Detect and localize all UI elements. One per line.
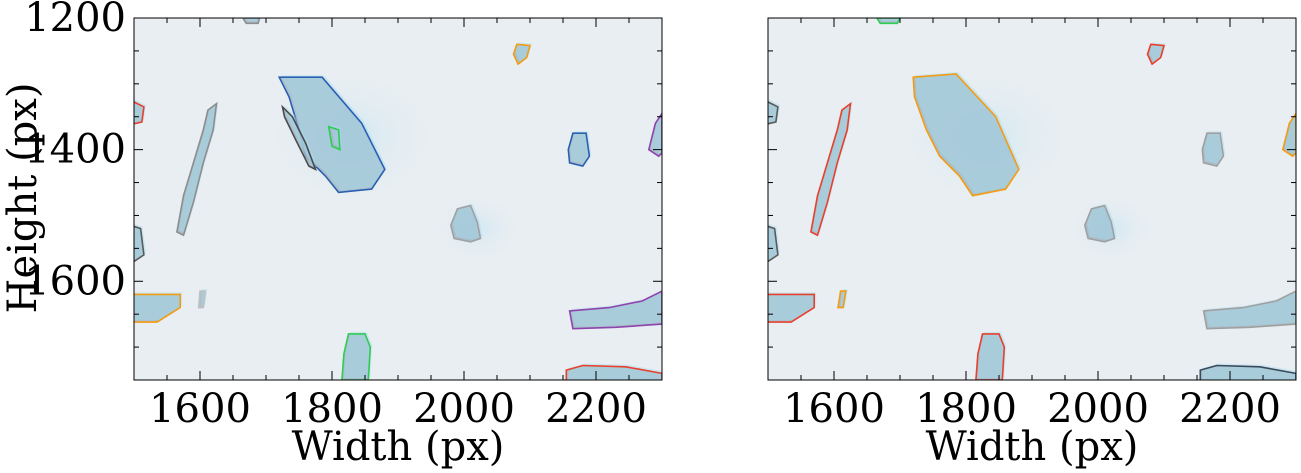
- particle-highlight: [768, 292, 817, 321]
- particle-highlight: [1202, 363, 1296, 380]
- particle-outline: [768, 293, 816, 323]
- panel-left: 1600 1800 2000 2200 1200 1400 1600: [24, 0, 663, 432]
- particle-outline: [512, 43, 532, 66]
- particle-body: [913, 73, 1019, 196]
- particle-outline: [241, 18, 261, 25]
- particle-outline: [1199, 364, 1296, 380]
- x-tick-label: 1600: [149, 386, 251, 432]
- particle-body: [768, 101, 778, 124]
- particle-outline: [1083, 204, 1116, 243]
- particle-body: [341, 333, 371, 380]
- particle-body: [513, 44, 530, 65]
- particle-highlight: [452, 203, 483, 240]
- particle-outline: [449, 204, 482, 243]
- x-tick-label: 1800: [281, 386, 383, 432]
- particle-outline: [568, 290, 662, 330]
- particle-body: [975, 333, 1005, 380]
- particle-outline: [1202, 290, 1296, 330]
- particle-body: [1203, 291, 1296, 329]
- particle-highlight: [246, 18, 261, 22]
- particle-body: [242, 18, 260, 24]
- particle-highlight: [1149, 42, 1166, 63]
- x-tick-label: 2000: [1047, 386, 1149, 432]
- particle-outline: [567, 132, 591, 168]
- particle-outline: [197, 290, 207, 309]
- particle-highlight: [515, 42, 532, 63]
- particle-body: [568, 133, 590, 167]
- particle-highlight: [1204, 131, 1226, 165]
- particle-body: [1202, 133, 1224, 167]
- particle-body: [648, 113, 662, 157]
- particle-body: [134, 294, 181, 323]
- particle-body: [810, 103, 851, 236]
- particle-highlight: [915, 71, 1021, 194]
- particle-highlight: [568, 363, 662, 380]
- particle-body: [282, 106, 316, 170]
- particle-highlight: [178, 101, 219, 234]
- x-tick-label: 1800: [915, 386, 1017, 432]
- particle-highlight: [650, 114, 662, 155]
- x-tick-label: 2000: [413, 386, 515, 432]
- particle-highlight: [343, 331, 373, 378]
- x-axis-label-right: Width (px): [926, 424, 1139, 470]
- particle-body: [768, 294, 815, 323]
- particle-highlight: [571, 290, 662, 327]
- particle-highlight: [1205, 290, 1296, 327]
- x-axis-label-left: Width (px): [292, 424, 505, 470]
- particle-body: [1147, 44, 1164, 65]
- particle-body: [450, 205, 481, 242]
- particle-body: [768, 226, 778, 262]
- particle-outline: [1201, 132, 1225, 168]
- particle-highlight: [570, 131, 592, 165]
- particle-outline: [1146, 43, 1166, 66]
- particle-outline: [647, 111, 662, 158]
- particle-outline: [1281, 111, 1296, 158]
- particle-highlight: [812, 101, 853, 234]
- particle-outline: [134, 293, 181, 323]
- y-tick-label: 1200: [24, 0, 126, 41]
- particle-outline: [912, 73, 1020, 197]
- particle-body: [134, 101, 144, 124]
- particle-highlight: [880, 18, 902, 22]
- particle-layer: [768, 18, 1296, 380]
- particle-outline: [768, 101, 779, 125]
- particle-highlight: [134, 292, 183, 321]
- particle-highlight: [977, 331, 1007, 378]
- particle-outline: [134, 225, 145, 263]
- particle-body: [1282, 113, 1296, 157]
- particle-outline: [837, 290, 847, 309]
- y-tick-label: 1600: [24, 258, 126, 304]
- particle-outline: [341, 333, 372, 380]
- particle-outline: [176, 101, 218, 237]
- particle-outline: [810, 101, 852, 237]
- particle-body: [176, 103, 217, 236]
- particle-highlight: [1284, 114, 1296, 155]
- particle-outline: [277, 76, 386, 194]
- particle-outline: [565, 364, 662, 380]
- particle-layer: [134, 18, 662, 380]
- particle-outline: [975, 333, 1006, 380]
- particle-outline: [134, 101, 145, 125]
- panel-right: 1600 1800 2000 2200: [767, 17, 1297, 432]
- x-tick-label: 1600: [783, 386, 885, 432]
- x-tick-label: 2200: [545, 386, 647, 432]
- particle-body: [569, 291, 662, 329]
- x-tick-label: 2200: [1179, 386, 1281, 432]
- particle-body: [876, 18, 900, 24]
- particle-outline: [327, 125, 341, 151]
- particle-outline: [875, 18, 901, 25]
- particle-highlight: [1086, 203, 1117, 240]
- particle-body: [1084, 205, 1115, 242]
- y-axis-label: Height (px): [0, 83, 46, 314]
- particle-outline: [768, 225, 779, 263]
- y-tick-label: 1400: [24, 127, 126, 173]
- particle-outline: [281, 104, 317, 172]
- particle-body: [328, 126, 340, 150]
